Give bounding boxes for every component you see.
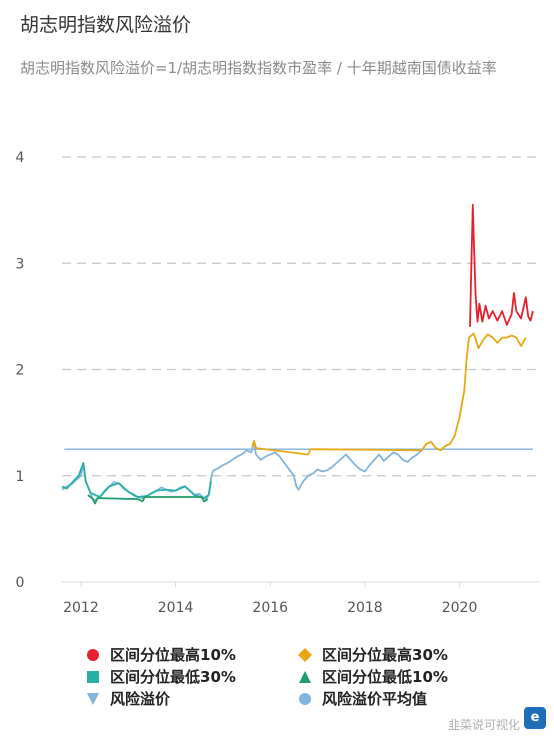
x-tick-label: 2020: [442, 600, 478, 615]
series-line: [61, 462, 212, 499]
y-tick-label: 1: [16, 469, 25, 485]
y-tick-label: 0: [16, 575, 25, 591]
x-tick-label: 2012: [63, 600, 99, 615]
y-tick-label: 2: [16, 363, 25, 379]
legend-marker-icon: [298, 692, 311, 705]
legend-label: 风险溢价平均值: [322, 690, 428, 708]
legend-marker-icon: [86, 670, 99, 683]
x-tick-label: 2018: [347, 600, 383, 615]
series-line: [87, 494, 209, 505]
watermark-logo: e: [524, 707, 546, 729]
legend-marker-icon: [298, 648, 312, 662]
legend-label: 区间分位最高30%: [322, 646, 448, 664]
chart-subtitle: 胡志明指数风险溢价=1/胡志明指数指数市盈率 / 十年期越南国债收益率: [20, 59, 497, 77]
series-line: [469, 203, 534, 328]
legend-label: 区间分位最低30%: [110, 668, 236, 686]
legend-label: 区间分位最高10%: [110, 646, 236, 664]
legend-marker-icon: [86, 692, 99, 705]
x-tick-label: 2016: [252, 600, 288, 615]
x-tick-label: 2014: [158, 600, 194, 615]
legend-marker-icon: [86, 648, 99, 661]
legend-label: 风险溢价: [110, 690, 171, 708]
y-tick-label: 3: [16, 256, 25, 272]
legend-marker-icon: [298, 670, 311, 683]
chart-title: 胡志明指数风险溢价: [20, 14, 192, 36]
line-chart: 0 1 2 3 4 2012 2014 2016 2018 2020: [16, 150, 540, 615]
y-tick-label: 4: [16, 150, 25, 166]
legend-label: 区间分位最低10%: [322, 668, 448, 686]
watermark-text: 韭菜说可视化: [447, 718, 520, 732]
series-line: [251, 332, 527, 456]
